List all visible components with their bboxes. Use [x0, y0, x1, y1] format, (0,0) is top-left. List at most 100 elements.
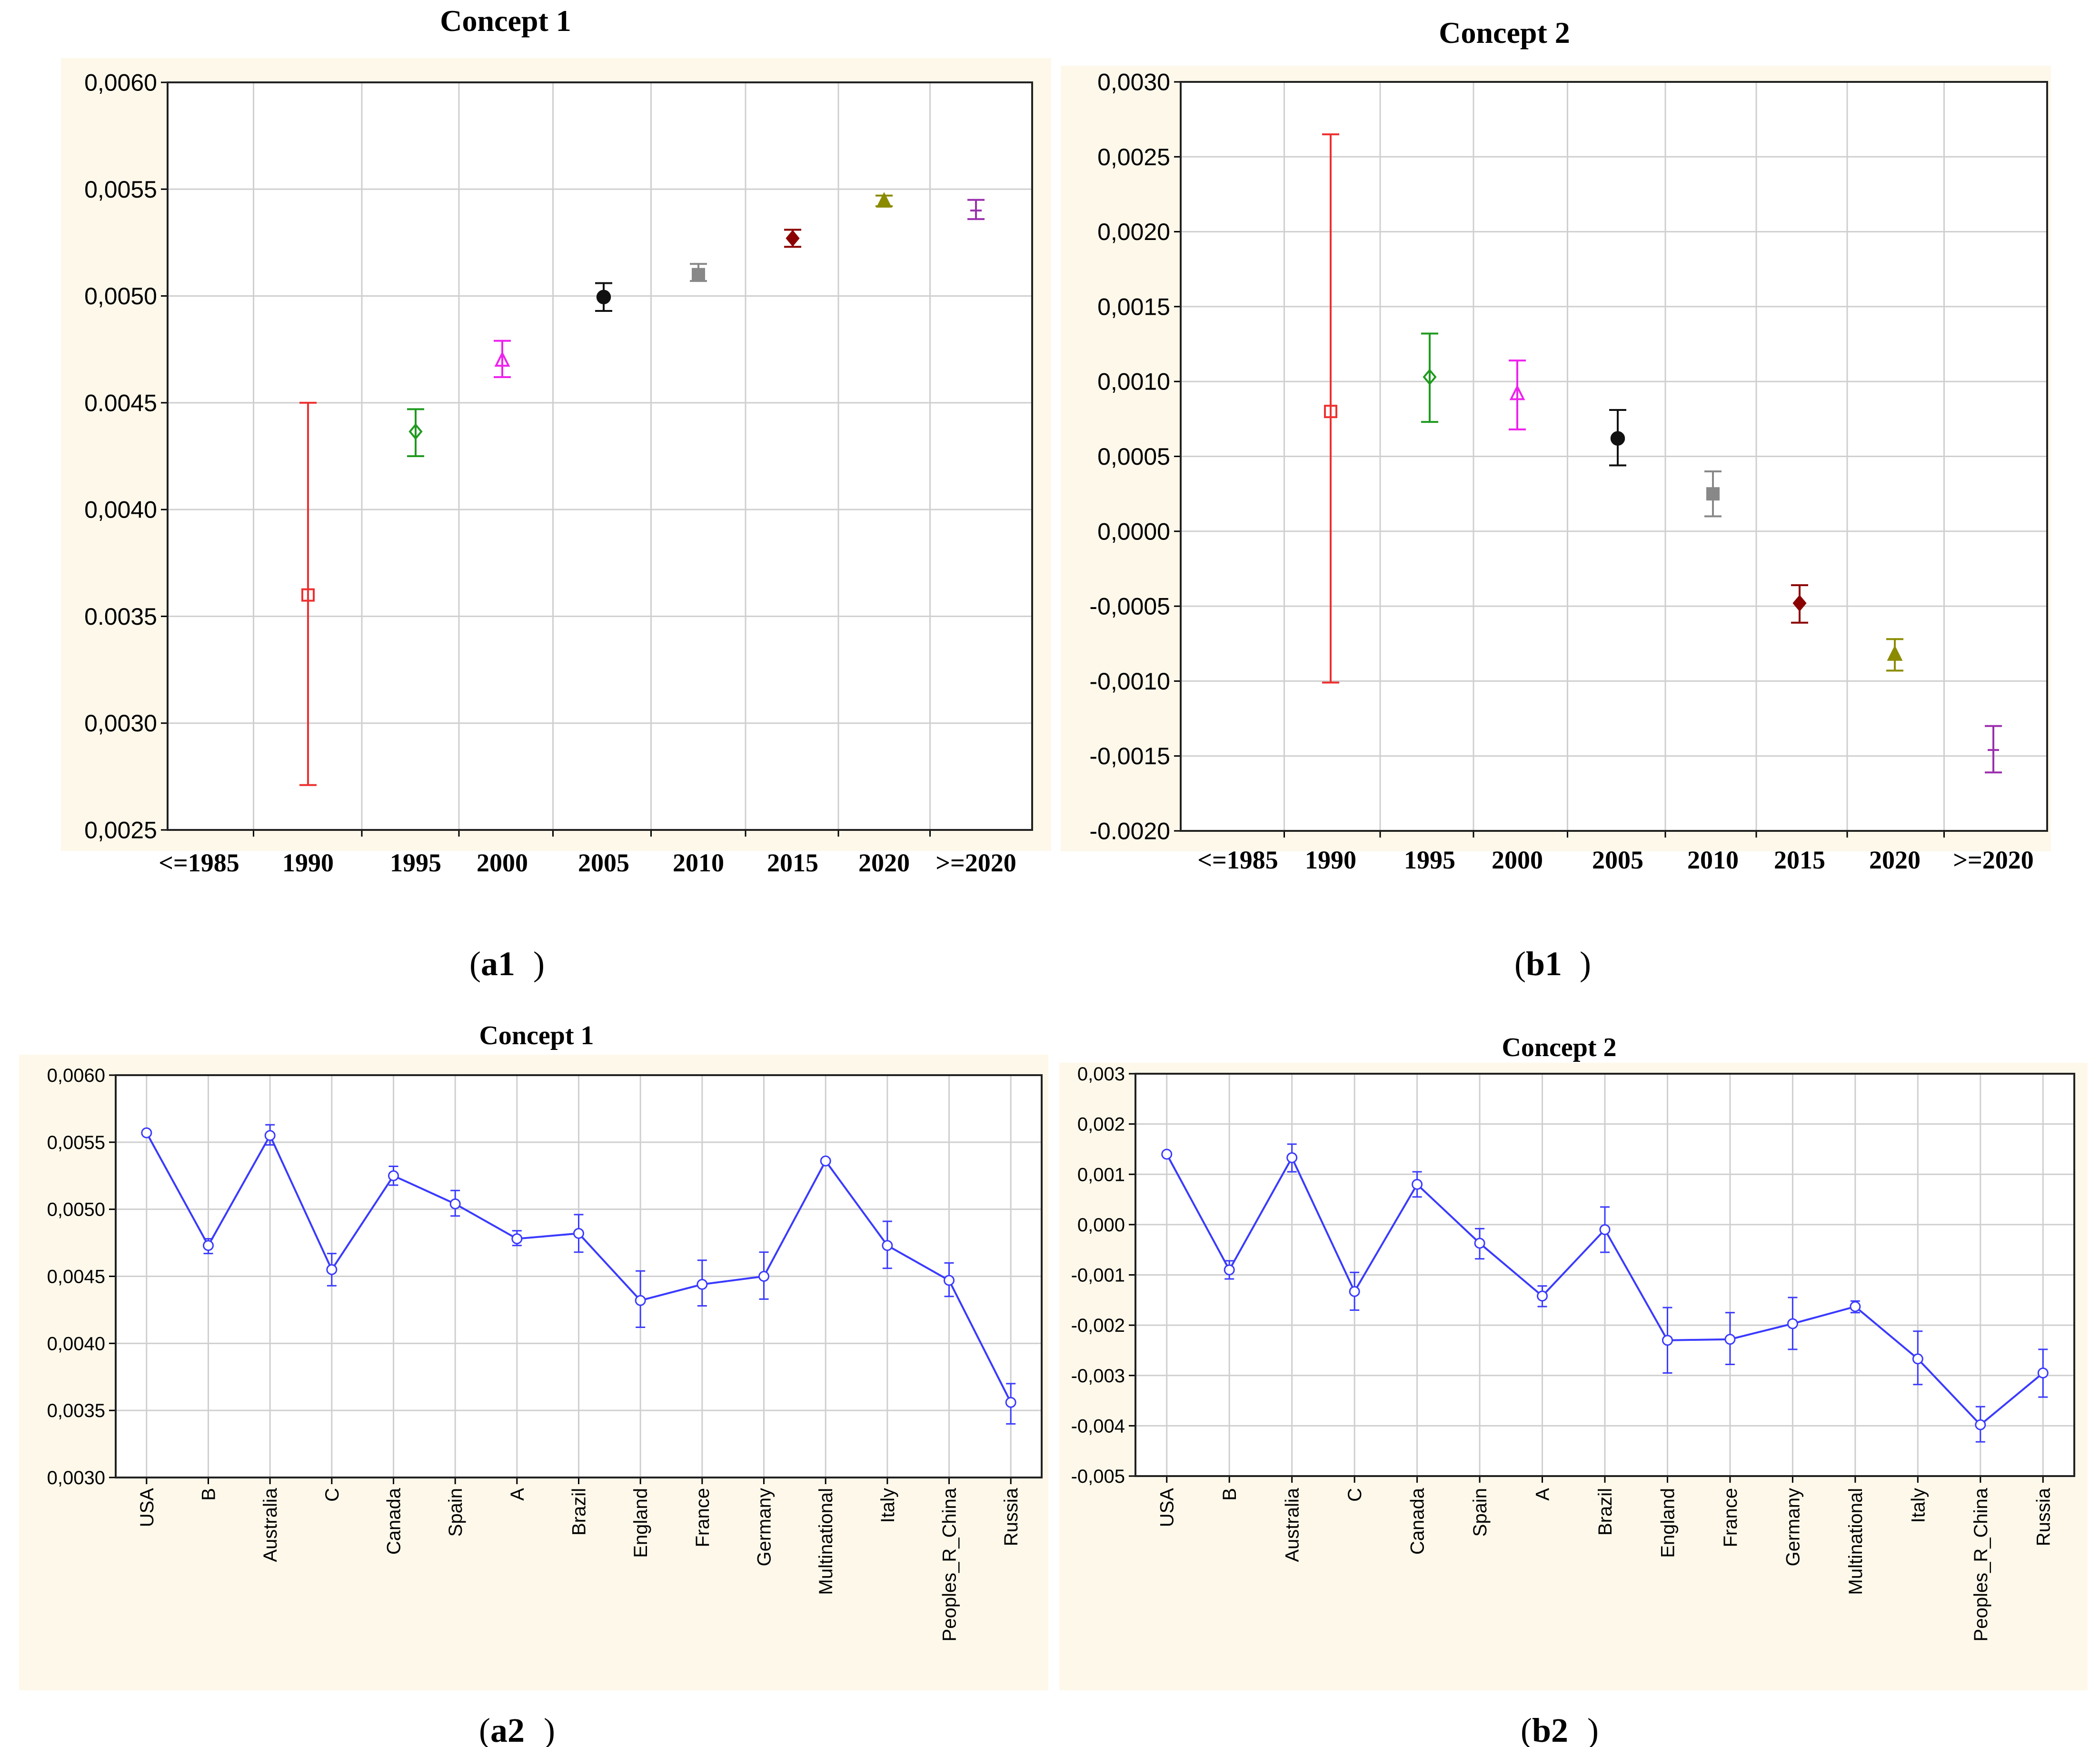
x-category-label: 2015	[767, 849, 818, 877]
x-category-label: 2020	[1869, 846, 1921, 874]
x-category-label: 1995	[390, 849, 441, 877]
panel-a2-caption: a2	[490, 1711, 525, 1747]
panel-a2-plot: 0,0030 0,0035 0,0040 0,0045 0,0050 0,0055 0,00…	[47, 1065, 1043, 1641]
y-tick-label: 0,001	[1077, 1164, 1125, 1185]
error-point-1995	[1421, 332, 1438, 423]
x-category-label: B	[199, 1488, 219, 1501]
x-category-label: France	[692, 1488, 713, 1547]
data-point-Spain	[1474, 1228, 1485, 1260]
panel-a2: Concept 1 0,0030 0,0035 0,0040 0,0045 0,0050…	[19, 1021, 1048, 1747]
x-category-label: Peoples_R_China	[939, 1487, 960, 1641]
point-marker	[820, 1155, 831, 1167]
data-point-Brazil	[573, 1214, 584, 1253]
point-marker	[326, 1264, 338, 1275]
data-point-England	[1662, 1307, 1673, 1374]
mean-marker	[596, 290, 611, 305]
x-category-label: Spain	[445, 1488, 466, 1537]
data-point-B	[203, 1238, 214, 1255]
point-marker	[1599, 1224, 1611, 1235]
data-point-Germany	[1787, 1297, 1798, 1350]
x-category-label: <=1985	[159, 849, 239, 877]
data-point-Canada	[1412, 1171, 1423, 1198]
x-category-label: C	[322, 1488, 343, 1502]
y-tick-label: 0,0025	[1097, 144, 1170, 170]
x-category-label: Multinational	[1845, 1488, 1866, 1595]
error-point-2005	[1609, 409, 1626, 467]
x-category-label: Italy	[877, 1488, 898, 1523]
x-category-label: Brazil	[569, 1488, 590, 1536]
y-tick-label: 0,0040	[84, 497, 157, 523]
error-point-2010	[1704, 470, 1722, 518]
plot-frame	[167, 81, 1033, 831]
plot-frame	[1180, 81, 2048, 832]
mean-marker	[876, 192, 892, 208]
panel-b1-plot: -0.0020 -0,0015 -0,0010 -0,0005 0,0000 0,0005…	[1089, 69, 2048, 874]
y-tick-label: 0,0060	[84, 70, 157, 96]
panel-b1-caption: b1	[1526, 945, 1562, 983]
point-marker	[203, 1240, 214, 1251]
data-point-Italy	[882, 1220, 893, 1269]
x-category-label: 2010	[1687, 846, 1739, 874]
error-point->=2020	[1985, 725, 2002, 774]
point-marker	[1474, 1238, 1485, 1249]
x-category-label: 2020	[858, 849, 910, 877]
point-marker	[1975, 1419, 1986, 1430]
panel-a1-plot: 0,0025 0,0030 0.0035 0,0040 0.0045 0,0050 0,00…	[84, 70, 1033, 877]
y-tick-label: 0,0010	[1097, 369, 1170, 395]
mean-marker	[494, 351, 510, 367]
error-point->=2020	[967, 199, 985, 220]
x-category-label: >=2020	[936, 849, 1016, 877]
panel-b1-caption-open: (	[1514, 945, 1526, 983]
panel-a1-title: Concept 1	[440, 4, 571, 38]
mean-marker	[1792, 595, 1807, 612]
panel-b2: Concept 2 -0,005 -0,004 -0,003 -0,002 -0,001…	[1059, 1033, 2088, 1747]
mean-marker	[1423, 369, 1437, 386]
y-tick-label: 0,003	[1077, 1064, 1125, 1085]
y-tick-label: 0,0005	[1097, 443, 1170, 470]
x-category-label: Spain	[1470, 1488, 1491, 1537]
y-tick-label: 0,0035	[47, 1400, 105, 1421]
data-point-Italy	[1912, 1330, 1923, 1386]
x-category-label: Peoples_R_China	[1971, 1487, 1991, 1641]
mean-marker	[1509, 384, 1525, 400]
y-tick-label: 0,002	[1077, 1114, 1125, 1135]
point-marker	[758, 1271, 769, 1282]
mean-marker	[786, 230, 800, 247]
y-tick-label: 0,0060	[47, 1065, 105, 1086]
x-category-label: 2005	[1592, 846, 1643, 874]
panel-a1: Concept 1 0,0025 0,0030 0.0035 0,0040 0.0045…	[61, 4, 1051, 983]
point-marker	[1537, 1290, 1548, 1302]
x-category-label: C	[1344, 1488, 1365, 1502]
x-category-label: 1990	[282, 849, 334, 877]
point-marker	[1349, 1286, 1360, 1297]
data-point-Germany	[758, 1251, 769, 1300]
point-marker	[388, 1170, 399, 1181]
y-tick-label: 0.0035	[84, 603, 157, 630]
x-category-label: 2005	[578, 849, 629, 877]
x-category-label: >=2020	[1953, 846, 2034, 874]
mean-marker	[301, 588, 315, 602]
data-point-USA	[1161, 1148, 1173, 1160]
y-tick-label: -0.0020	[1089, 818, 1170, 845]
data-point-C	[1349, 1271, 1360, 1311]
x-category-label: 2000	[1492, 846, 1543, 874]
x-category-label: USA	[137, 1488, 158, 1527]
point-marker	[449, 1198, 461, 1209]
x-category-label: Canada	[1407, 1487, 1428, 1555]
y-tick-label: -0,0010	[1089, 668, 1170, 695]
point-marker	[1724, 1334, 1736, 1345]
x-category-label: Italy	[1908, 1488, 1929, 1523]
x-category-label: B	[1219, 1488, 1240, 1501]
error-point-2020	[876, 192, 893, 208]
mean-marker	[1887, 645, 1903, 661]
panel-a1-caption: a1	[481, 945, 515, 983]
x-category-label: Australia	[1282, 1487, 1303, 1562]
data-point-Spain	[449, 1189, 461, 1217]
panel-a2-caption-open: (	[479, 1711, 490, 1747]
error-point-1995	[407, 408, 424, 457]
x-category-label: Australia	[260, 1487, 281, 1562]
data-point-France	[1724, 1312, 1736, 1366]
data-point-Canada	[388, 1166, 399, 1186]
point-marker	[1912, 1353, 1923, 1365]
error-point-2000	[1509, 359, 1526, 430]
